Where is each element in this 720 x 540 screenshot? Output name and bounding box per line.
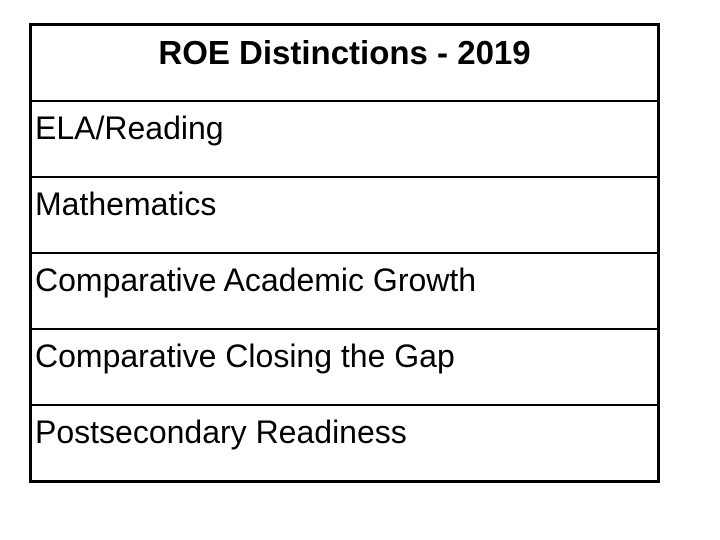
distinctions-table: ROE Distinctions - 2019 ELA/Reading Math… — [29, 23, 660, 483]
table-row-ela-reading: ELA/Reading — [32, 102, 657, 178]
table-row-comparative-closing-the-gap: Comparative Closing the Gap — [32, 330, 657, 406]
table-title: ROE Distinctions - 2019 — [32, 26, 657, 102]
table-row-comparative-academic-growth: Comparative Academic Growth — [32, 254, 657, 330]
table-row-postsecondary-readiness: Postsecondary Readiness — [35, 414, 407, 450]
table-row-mathematics: Mathematics — [32, 178, 657, 254]
